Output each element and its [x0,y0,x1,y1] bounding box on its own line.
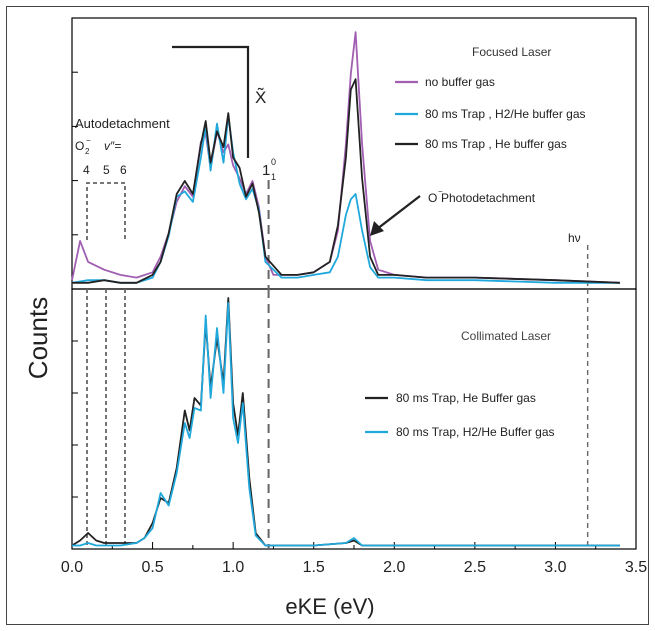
o-minus-superscript: − [438,187,443,196]
o-minus-label: O [428,191,437,205]
o-minus-arrowhead [370,221,384,236]
x-tick-label: 3.5 [625,559,647,576]
one-one-sup: 0 [271,157,276,167]
x-tick-label: 1.0 [222,559,244,576]
top-panel-frame [71,17,637,290]
legend-label-he: 80 ms Trap , He buffer gas [425,137,567,151]
top-panel-title: Focused Laser [472,45,551,59]
x-tick-label: 1.5 [303,559,325,576]
o2-label: O [75,139,84,153]
x-tick-labels: 0.0 0.5 1.0 1.5 2.0 2.5 3.0 3.5 [61,559,647,576]
dashed-guides [86,180,589,549]
o2-superscript: − [86,136,91,145]
legend-label-bottom-h2he: 80 ms Trap, H2/He Buffer gas [396,425,555,439]
x-tick-label: 2.0 [383,559,405,576]
top-panel-series [71,31,620,284]
v-level-4: 4 [83,163,90,177]
one-one-sub: 1 [271,172,276,182]
legend-label-bottom-he: 80 ms Trap, He Buffer gas [396,391,536,405]
y-tick-marks [72,71,78,498]
y-axis-label: Counts [23,297,53,379]
legend-label-no-buffer: no buffer gas [425,75,495,89]
x-tick-label: 3.0 [544,559,566,576]
x-tilde-bracket [172,45,250,158]
bottom-panel-series [71,297,620,547]
autodetachment-label: Autodetachment [75,116,170,131]
autodetachment-box [86,182,126,240]
figure-border [6,6,649,625]
bottom-panel-title: Collimated Laser [461,329,551,343]
series-line-0-2 [72,78,620,284]
x-tick-label: 0.0 [61,559,83,576]
hv-label: hν [568,231,581,245]
v-level-6: 6 [120,163,127,177]
x-axis-label: eKE (eV) [285,594,374,619]
x-tick-label: 2.5 [464,559,486,576]
legend-label-h2he: 80 ms Trap , H2/He buffer gas [425,107,586,121]
x-tick-label: 0.5 [141,559,163,576]
o-minus-arrow [376,195,421,230]
x-tilde-label: X̃ [255,87,266,107]
series-line-1-1 [72,302,620,547]
one-one-label: 1 [262,162,270,179]
v-double-prime-label: v″= [104,139,121,153]
o-minus-photodetachment-text: Photodetachment [441,191,536,205]
v-level-5: 5 [103,163,110,177]
o2-subscript: 2 [85,147,90,156]
